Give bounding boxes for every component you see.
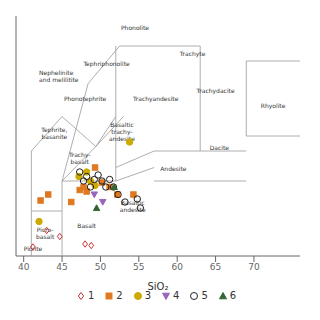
svg-text:50: 50 bbox=[95, 262, 107, 272]
svg-text:Phonolite: Phonolite bbox=[121, 24, 149, 31]
svg-text:Trachyte: Trachyte bbox=[179, 49, 206, 57]
svg-text:Tephriphonolite: Tephriphonolite bbox=[82, 60, 130, 68]
svg-text:Trachydacite: Trachydacite bbox=[196, 87, 235, 95]
svg-text:55: 55 bbox=[133, 262, 144, 272]
svg-text:SiO₂: SiO₂ bbox=[147, 281, 168, 292]
svg-text:Tephrite,basanite: Tephrite,basanite bbox=[40, 125, 67, 139]
svg-text:Dacite: Dacite bbox=[210, 144, 230, 151]
html-text:6: 6 bbox=[229, 290, 237, 301]
svg-text:Basaltictrachy-andesite: Basaltictrachy-andesite bbox=[109, 120, 135, 141]
html-text:1: 1 bbox=[87, 290, 95, 301]
svg-text:Picrite: Picrite bbox=[24, 244, 43, 251]
html-text:4: 4 bbox=[173, 290, 180, 301]
svg-text:Trachyandesite: Trachyandesite bbox=[132, 94, 179, 102]
svg-text:Picro-basalt: Picro-basalt bbox=[36, 226, 55, 240]
svg-text:Trachy-basalt: Trachy-basalt bbox=[68, 151, 91, 165]
svg-text:65: 65 bbox=[210, 262, 221, 272]
svg-text:70: 70 bbox=[248, 262, 260, 272]
html-text:3: 3 bbox=[144, 290, 151, 301]
svg-text:Andesite: Andesite bbox=[160, 165, 187, 172]
svg-text:Basalticandesite: Basalticandesite bbox=[120, 199, 146, 213]
svg-text:Basalt: Basalt bbox=[77, 222, 96, 229]
svg-text:Phonotephrite: Phonotephrite bbox=[64, 94, 107, 102]
svg-text:40: 40 bbox=[18, 262, 30, 272]
html-text:5: 5 bbox=[201, 290, 208, 301]
svg-text:45: 45 bbox=[56, 262, 67, 272]
svg-text:Nepheliniteand melilitite: Nepheliniteand melilitite bbox=[39, 68, 79, 82]
html-text:2: 2 bbox=[116, 290, 123, 301]
svg-text:Rhyolite: Rhyolite bbox=[261, 102, 286, 110]
svg-text:60: 60 bbox=[171, 262, 183, 272]
